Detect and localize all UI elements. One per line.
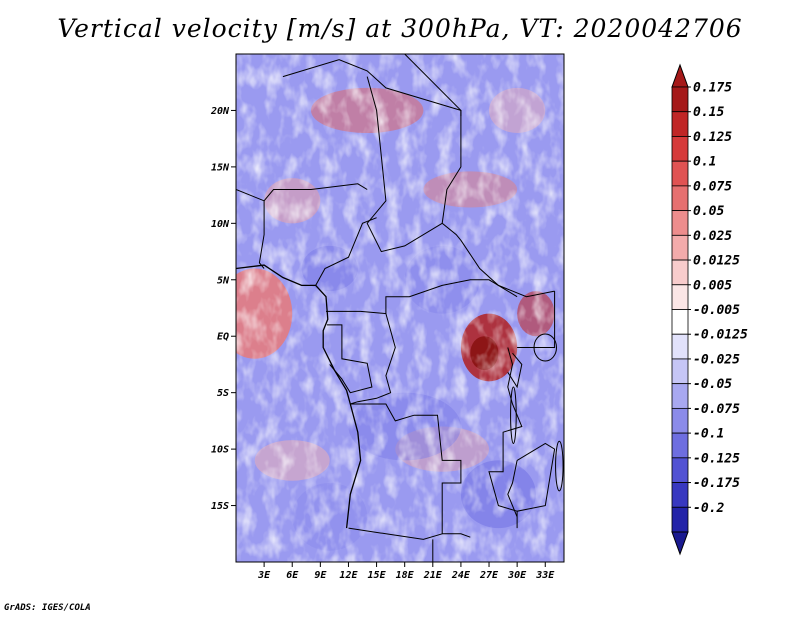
x-tick-label: 27E: [479, 570, 499, 581]
plot-frame: [235, 53, 565, 563]
x-tick-label: 24E: [451, 570, 471, 581]
coastline: [236, 264, 362, 529]
colorbar-swatch: [671, 383, 689, 409]
colorbar-label: -0.075: [693, 402, 740, 417]
plot-area: [235, 53, 565, 563]
country-border: [348, 527, 443, 540]
country-border: [326, 279, 518, 315]
colorbar-label: 0.0125: [693, 254, 740, 269]
colorbar-label: 0.075: [693, 179, 732, 194]
chart-title: Vertical velocity [m/s] at 300hPa, VT: 2…: [57, 14, 743, 43]
colorbar-label: -0.0125: [693, 328, 748, 343]
colorbar-label: -0.175: [693, 476, 740, 491]
colorbar-label: -0.025: [693, 352, 740, 367]
country-border: [404, 54, 555, 298]
country-border: [350, 403, 471, 538]
x-tick-label: 15E: [368, 570, 387, 581]
colorbar-swatch: [671, 432, 689, 459]
country-border: [516, 442, 556, 529]
x-axis: 3E 6E 9E 12E 15E 18E 21E 24E 27E 30E 33E: [257, 562, 555, 581]
colorbar-swatch: [671, 506, 689, 533]
colorbar-label: -0.005: [693, 303, 740, 318]
colorbar-label: 0.125: [693, 130, 732, 145]
colorbar-label: -0.125: [693, 451, 740, 466]
colorbar-label: 0.15: [693, 105, 724, 120]
colorbar-label: 0.175: [693, 81, 732, 96]
colorbar-label: -0.05: [693, 377, 732, 392]
country-border: [507, 352, 523, 389]
y-tick-label: 20N: [210, 106, 230, 117]
y-axis: 20N 15N 10N 5N EQ 5S 10S 15S: [210, 106, 236, 512]
colorbar-label: 0.025: [693, 229, 732, 244]
y-tick-label: 5N: [217, 275, 230, 286]
y-tick-label: 5S: [217, 388, 229, 399]
colorbar-swatch: [671, 284, 689, 310]
x-tick-label: 33E: [535, 570, 555, 581]
y-tick-label: 15N: [211, 162, 230, 173]
country-border: [517, 291, 556, 348]
grads-credit: GrADS: IGES/COLA: [4, 603, 91, 613]
x-tick-label: 3E: [257, 570, 271, 581]
x-tick-label: 21E: [423, 570, 443, 581]
x-tick-label: 6E: [286, 570, 299, 581]
x-tick-label: 12E: [339, 570, 358, 581]
colorbar-extend-top: [671, 63, 689, 88]
x-tick-label: 30E: [507, 570, 527, 581]
y-tick-label: 10S: [211, 445, 229, 456]
y-tick-label: 15S: [211, 501, 229, 512]
colorbar-swatch: [671, 111, 689, 137]
colorbar-swatch: [671, 160, 689, 187]
country-border: [326, 324, 373, 394]
colorbar-swatch: [671, 333, 689, 360]
colorbar: 0.175 0.15 0.125 0.1 0.075 0.05 0.025 0.0125 0.0…: [671, 63, 748, 556]
colorbar-swatch: [671, 259, 689, 286]
colorbar-extend-bottom: [671, 531, 689, 556]
lake-outline: [510, 386, 517, 444]
colorbar-label: 0.005: [693, 278, 732, 293]
colorbar-swatch: [671, 210, 689, 236]
colorbar-swatch: [671, 358, 689, 385]
colorbar-swatch: [671, 457, 689, 483]
country-border: [507, 460, 518, 517]
colorbar-swatch: [671, 185, 689, 212]
x-tick-label: 9E: [314, 570, 327, 581]
colorbar-swatch: [671, 136, 689, 162]
lake-outline: [533, 333, 558, 362]
colorbar-swatch: [671, 482, 689, 508]
colorbar-swatch: [671, 234, 689, 261]
country-border: [315, 217, 377, 286]
colorbar-swatch: [671, 309, 689, 335]
country-borders: [236, 54, 564, 562]
colorbar-label: 0.05: [693, 204, 724, 219]
y-tick-label: EQ: [217, 332, 229, 343]
colorbar-swatch: [671, 86, 689, 113]
x-tick-label: 18E: [396, 570, 415, 581]
colorbar-swatch: [671, 407, 689, 434]
country-border: [350, 313, 396, 405]
colorbar-label: 0.1: [693, 155, 716, 170]
colorbar-label: -0.1: [693, 427, 724, 442]
lake-outline: [555, 440, 564, 492]
country-border: [432, 539, 434, 562]
country-border: [236, 183, 368, 202]
y-tick-label: 10N: [211, 219, 230, 230]
velocity-field: [236, 54, 564, 562]
colorbar-label: -0.2: [693, 501, 724, 516]
field-texture: [236, 54, 564, 562]
country-border: [366, 76, 443, 253]
